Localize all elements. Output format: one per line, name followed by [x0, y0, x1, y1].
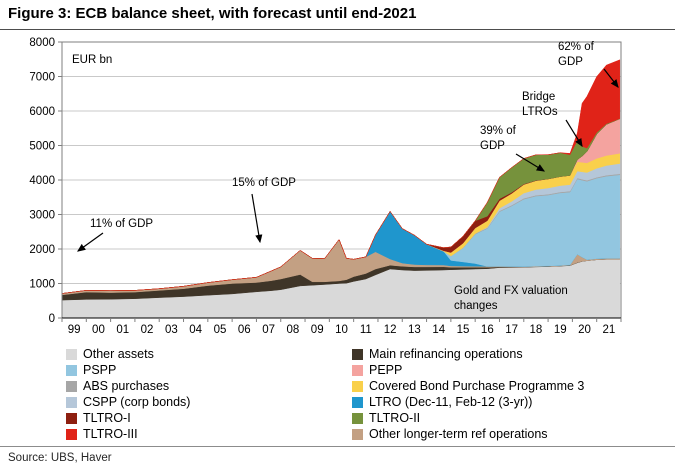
y-tick-label: 0 [49, 313, 55, 325]
legend-column-left: Other assets PSPP ABS purchases CSPP (corp … [66, 346, 190, 442]
figure-title: Figure 3: ECB balance sheet, with foreca… [8, 5, 417, 22]
legend-item-pepp: PEPP [352, 362, 584, 378]
legend-swatch-pepp [352, 364, 363, 376]
title-divider [0, 29, 675, 30]
x-tick-label: 10 [335, 324, 348, 336]
x-tick-label: 14 [432, 324, 445, 336]
legend-item-cspp: CSPP (corp bonds) [66, 394, 190, 410]
legend-swatch-cbpp3 [352, 380, 363, 392]
legend-swatch-pspp [66, 364, 77, 376]
source-text: Source: UBS, Haver [8, 452, 112, 464]
legend-label-cspp: CSPP (corp bonds) [83, 395, 191, 409]
legend-item-other_lt: Other longer-term ref operations [352, 426, 584, 442]
legend-swatch-other_lt [352, 428, 363, 440]
legend-item-tltro1: TLTRO-I [66, 410, 190, 426]
balance-sheet-stacked-area-chart: 0 1000 2000 3000 4000 5000 6000 7000 8000 99 00 01 0… [29, 37, 622, 336]
annotation-gold: Gold and FX valuation [454, 285, 568, 297]
legend-label-pspp: PSPP [83, 363, 117, 377]
annotation-bridge: Bridge [522, 91, 555, 103]
y-tick-label: 7000 [29, 72, 55, 84]
y-tick-label: 6000 [29, 106, 55, 118]
x-tick-label: 15 [457, 324, 470, 336]
x-tick-label: 01 [116, 324, 129, 336]
annotation-gdp62: GDP [558, 56, 583, 68]
annotation-gdp39: 39% of [480, 125, 517, 137]
legend-label-tltro2: TLTRO-II [369, 411, 421, 425]
legend-label-ltro3yr: LTRO (Dec-11, Feb-12 (3-yr)) [369, 395, 533, 409]
legend-column-right: Main refinancing operations PEPP Covered B… [352, 346, 584, 442]
legend-item-abs: ABS purchases [66, 378, 190, 394]
legend-item-pspp: PSPP [66, 362, 190, 378]
chart-legend: Other assets PSPP ABS purchases CSPP (corp … [0, 346, 675, 444]
annotation-gdp39: GDP [480, 140, 505, 152]
legend-swatch-other_assets [66, 348, 77, 360]
legend-swatch-tltro2 [352, 412, 363, 424]
x-tick-label: 12 [384, 324, 397, 336]
legend-swatch-cspp [66, 396, 77, 408]
annotation-arrow-gdp62 [603, 68, 619, 88]
y-tick-label: 5000 [29, 141, 55, 153]
annotation-arrow-gdp11 [77, 232, 104, 252]
x-tick-label: 04 [189, 324, 202, 336]
legend-swatch-ltro3yr [352, 396, 363, 408]
legend-label-abs: ABS purchases [83, 379, 170, 393]
legend-label-other_lt: Other longer-term ref operations [369, 427, 548, 441]
y-tick-label: 2000 [29, 244, 55, 256]
y-tick-label: 8000 [29, 37, 55, 49]
chart-area: 0 1000 2000 3000 4000 5000 6000 7000 8000 99 00 01 0… [8, 34, 667, 340]
legend-label-tltro3: TLTRO-III [83, 427, 138, 441]
x-tick-label: 16 [481, 324, 494, 336]
x-tick-label: 20 [578, 324, 591, 336]
x-tick-label: 03 [165, 324, 178, 336]
x-tick-label: 13 [408, 324, 421, 336]
x-tick-label: 09 [311, 324, 324, 336]
legend-item-tltro3: TLTRO-III [66, 426, 190, 442]
legend-item-ltro3yr: LTRO (Dec-11, Feb-12 (3-yr)) [352, 394, 584, 410]
x-tick-label: 11 [360, 324, 372, 336]
x-tick-label: 08 [286, 324, 299, 336]
legend-swatch-abs [66, 380, 77, 392]
y-tick-label: 4000 [29, 175, 55, 187]
legend-item-cbpp3: Covered Bond Purchase Programme 3 [352, 378, 584, 394]
x-tick-label: 19 [554, 324, 567, 336]
annotation-gdp11: 11% of GDP [90, 218, 153, 230]
x-tick-label: 21 [602, 324, 615, 336]
y-tick-label: 1000 [29, 279, 55, 291]
x-tick-label: 02 [141, 324, 154, 336]
annotation-eur_bn: EUR bn [72, 54, 112, 66]
legend-label-cbpp3: Covered Bond Purchase Programme 3 [369, 379, 585, 393]
annotation-arrow-gdp39 [515, 153, 546, 172]
x-tick-label: 18 [530, 324, 543, 336]
x-tick-label: 06 [238, 324, 251, 336]
legend-swatch-tltro1 [66, 412, 77, 424]
legend-label-mro: Main refinancing operations [369, 347, 523, 361]
x-tick-label: 17 [505, 324, 518, 336]
annotation-gdp15: 15% of GDP [232, 177, 296, 189]
annotation-bridge: LTROs [522, 106, 558, 118]
annotation-arrow-bridge [565, 119, 583, 148]
annotation-arrow-gdp15 [251, 193, 263, 244]
legend-label-pepp: PEPP [369, 363, 403, 377]
source-divider [0, 446, 675, 447]
legend-item-tltro2: TLTRO-II [352, 410, 584, 426]
x-tick-label: 05 [214, 324, 227, 336]
legend-item-other_assets: Other assets [66, 346, 190, 362]
legend-item-mro: Main refinancing operations [352, 346, 584, 362]
legend-label-other_assets: Other assets [83, 347, 154, 361]
x-tick-label: 07 [262, 324, 275, 336]
annotation-gdp62: 62% of [558, 41, 595, 53]
y-tick-label: 3000 [29, 210, 55, 222]
x-tick-label: 99 [68, 324, 81, 336]
area-tltro3 [61, 59, 621, 294]
legend-swatch-tltro3 [66, 428, 77, 440]
legend-swatch-mro [352, 348, 363, 360]
annotation-gold: changes [454, 300, 498, 312]
legend-label-tltro1: TLTRO-I [83, 411, 131, 425]
x-tick-label: 00 [92, 324, 105, 336]
